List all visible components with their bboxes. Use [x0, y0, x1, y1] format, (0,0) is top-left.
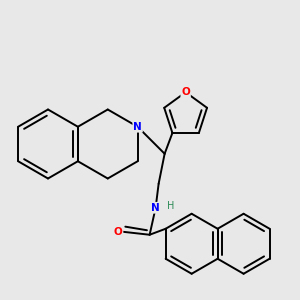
Text: N: N	[151, 203, 160, 213]
Text: O: O	[181, 87, 190, 97]
Text: N: N	[133, 122, 142, 132]
Text: O: O	[114, 227, 122, 237]
Text: H: H	[167, 201, 174, 211]
